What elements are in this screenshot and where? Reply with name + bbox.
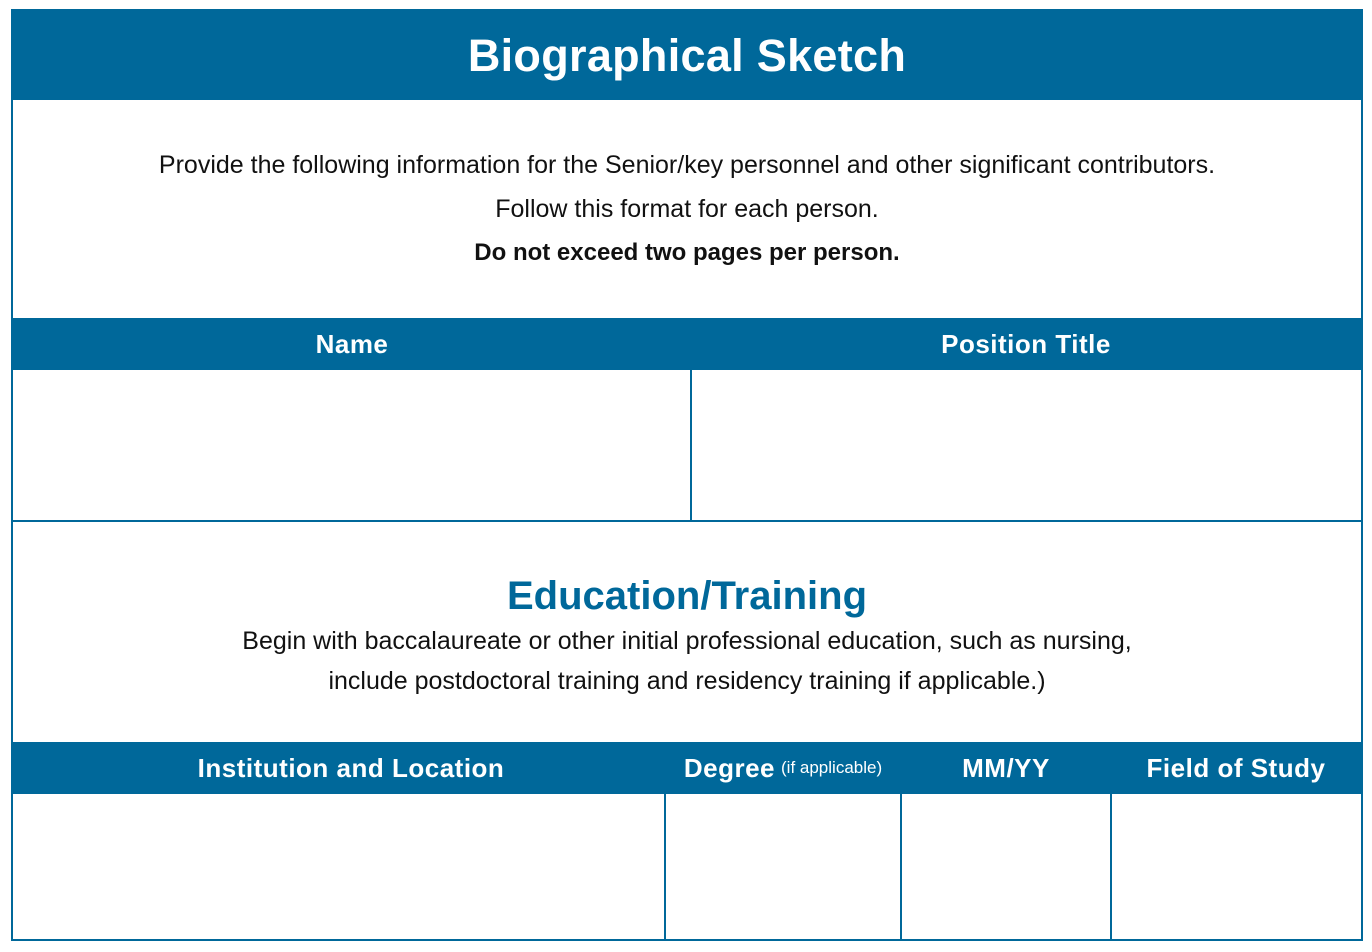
section-divider <box>13 520 1361 522</box>
education-table-header: Institution and Location Degree (if appli… <box>13 742 1361 794</box>
date-column-header: MM/YY <box>962 752 1050 783</box>
education-desc-line-1: Begin with baccalaureate or other initia… <box>242 627 1132 655</box>
column-divider <box>664 794 666 939</box>
degree-header-label: Degree <box>683 752 776 783</box>
column-divider <box>690 370 692 520</box>
name-field[interactable] <box>13 370 690 520</box>
education-table-row <box>13 794 1361 939</box>
institution-column-header: Institution and Location <box>197 752 505 783</box>
form-title: Biographical Sketch <box>13 11 1361 100</box>
date-field[interactable] <box>902 794 1110 939</box>
field-of-study-column-header: Field of Study <box>1146 752 1326 783</box>
degree-field[interactable] <box>666 794 900 939</box>
intro-line-2: Follow this format for each person. <box>495 195 879 223</box>
education-title: Education/Training <box>506 574 868 618</box>
education-desc-line-2: include postdoctoral training and reside… <box>328 667 1046 695</box>
degree-column-header: Degree (if applicable) <box>665 742 901 794</box>
column-divider <box>1110 794 1112 939</box>
intro-instructions: Provide the following information for th… <box>13 100 1361 318</box>
intro-line-1: Provide the following information for th… <box>158 151 1216 179</box>
name-column-header: Name <box>315 328 389 359</box>
person-table-row <box>13 370 1361 520</box>
biographical-sketch-form: Biographical Sketch Provide the followin… <box>11 9 1363 941</box>
column-divider <box>900 794 902 939</box>
education-section: Education/Training Begin with baccalaure… <box>13 522 1361 742</box>
intro-page-limit: Do not exceed two pages per person. <box>474 239 900 266</box>
position-title-field[interactable] <box>692 370 1361 520</box>
position-title-column-header: Position Title <box>941 328 1111 359</box>
degree-header-note: (if applicable) <box>781 758 883 777</box>
field-of-study-field[interactable] <box>1112 794 1361 939</box>
person-table-header: Name Position Title <box>13 318 1361 370</box>
institution-field[interactable] <box>13 794 664 939</box>
